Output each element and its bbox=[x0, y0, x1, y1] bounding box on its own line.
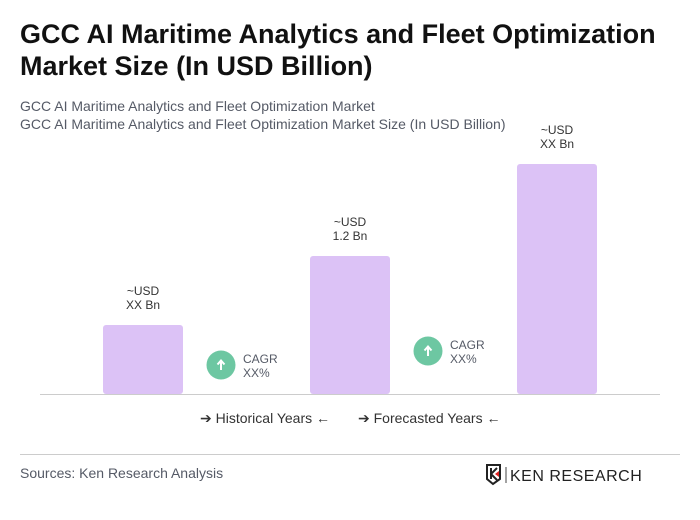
legend-historical: ➔ Historical Years ← bbox=[200, 410, 330, 427]
bar bbox=[517, 164, 597, 394]
svg-text:KEN RESEARCH: KEN RESEARCH bbox=[510, 468, 642, 485]
arrow-right-icon: ➔ bbox=[358, 410, 370, 426]
data-label: 1.2 Bn bbox=[333, 229, 368, 243]
bar bbox=[103, 325, 183, 394]
data-label: XX Bn bbox=[126, 298, 160, 312]
data-label: ~USD bbox=[541, 123, 574, 137]
arrow-left-icon: ← bbox=[486, 410, 501, 426]
divider bbox=[20, 454, 680, 455]
arrow-up-glyph bbox=[216, 358, 226, 370]
data-label: ~USD bbox=[334, 215, 367, 229]
legend-historical-label: Historical Years bbox=[215, 410, 313, 426]
sources: Sources: Ken Research Analysis bbox=[20, 465, 224, 481]
data-label: ~USD bbox=[127, 284, 160, 298]
chart-subtitle: GCC AI Maritime Analytics and Fleet Opti… bbox=[20, 98, 375, 114]
legend-forecasted: ➔ Forecasted Years ← bbox=[358, 410, 500, 427]
cagr-label: CAGR bbox=[450, 338, 485, 352]
cagr-label: CAGR bbox=[243, 352, 278, 366]
data-label: XX Bn bbox=[540, 137, 574, 151]
ken-research-logo: KEN RESEARCH bbox=[486, 464, 642, 486]
cagr-label: XX% bbox=[243, 366, 270, 380]
bar bbox=[310, 256, 390, 394]
arrow-right-icon: ➔ bbox=[200, 410, 212, 426]
page-title: GCC AI Maritime Analytics and Fleet Opti… bbox=[20, 19, 656, 81]
arrow-up-glyph bbox=[423, 344, 433, 356]
cagr-label: XX% bbox=[450, 352, 477, 366]
legend-forecasted-label: Forecasted Years bbox=[373, 410, 483, 426]
chart-subtitle-2: GCC AI Maritime Analytics and Fleet Opti… bbox=[20, 116, 506, 132]
arrow-left-icon: ← bbox=[316, 410, 331, 426]
